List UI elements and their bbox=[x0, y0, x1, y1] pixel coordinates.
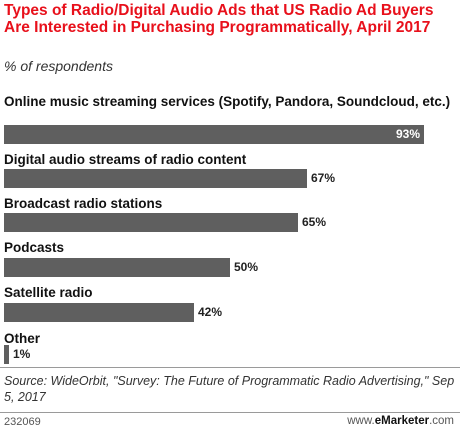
site-suffix: .com bbox=[429, 415, 454, 427]
value-label: 42% bbox=[198, 305, 223, 319]
value-label: 65% bbox=[302, 215, 327, 229]
bar bbox=[4, 303, 194, 322]
source-divider bbox=[0, 367, 460, 368]
value-label: 1% bbox=[13, 347, 31, 361]
value-label: 93% bbox=[395, 127, 420, 141]
category-label: Podcasts bbox=[4, 240, 65, 255]
site-prefix: www. bbox=[347, 415, 375, 427]
chart-title: Types of Radio/Digital Audio Ads that US… bbox=[4, 2, 434, 36]
bar bbox=[4, 169, 307, 188]
category-label: Broadcast radio stations bbox=[4, 196, 163, 211]
footer-divider bbox=[0, 412, 460, 413]
category-label: Other bbox=[4, 331, 41, 346]
value-label: 67% bbox=[311, 171, 336, 185]
bar bbox=[4, 213, 298, 232]
bar bbox=[4, 345, 9, 364]
source-note: Source: WideOrbit, "Survey: The Future o… bbox=[4, 374, 455, 404]
bar bbox=[4, 125, 424, 144]
bar bbox=[4, 258, 230, 277]
chart-id: 232069 bbox=[4, 416, 41, 428]
emarketer-logo[interactable]: www.eMarketer.com bbox=[347, 415, 454, 427]
category-label: Satellite radio bbox=[4, 285, 93, 300]
category-label: Digital audio streams of radio content bbox=[4, 152, 247, 167]
value-label: 50% bbox=[234, 260, 259, 274]
site-brand: eMarketer bbox=[374, 415, 430, 427]
chart-subtitle: % of respondents bbox=[4, 58, 113, 74]
category-label: Online music streaming services (Spotify… bbox=[4, 94, 451, 109]
